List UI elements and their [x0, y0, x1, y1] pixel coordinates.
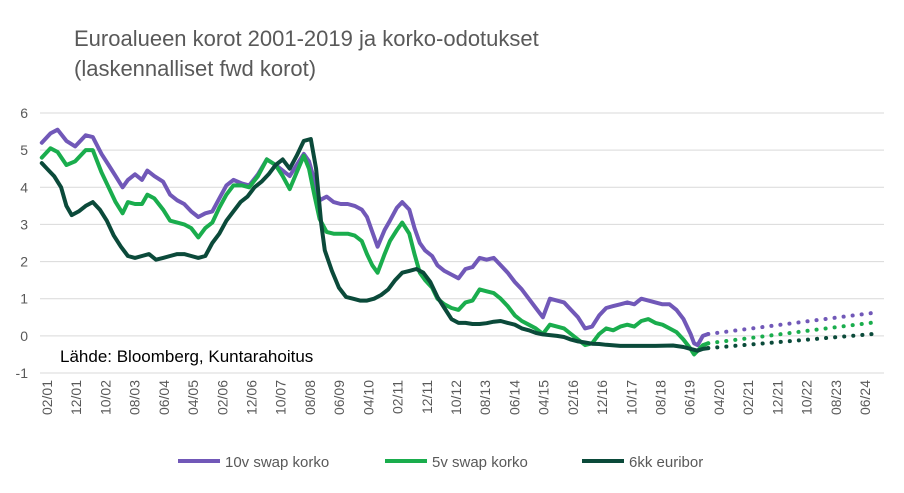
x-tick-label: 06/09: [331, 380, 347, 415]
x-tick-label: 02/01: [39, 380, 55, 415]
x-tick-label: 04/15: [536, 380, 552, 415]
x-tick-label: 10/12: [448, 380, 464, 415]
y-tick-label: 2: [20, 254, 28, 270]
chart-title: Euroalueen korot 2001-2019 ja korko-odot…: [74, 26, 539, 81]
x-tick-label: 12/01: [68, 380, 84, 415]
x-tick-label: 04/05: [185, 380, 201, 415]
series-line-1: [39, 146, 711, 357]
x-axis-ticks: 02/01 12/01 10/02 08/03 06/04 04/05 02/06 12/06…: [39, 380, 873, 415]
x-tick-label: 02/16: [565, 380, 581, 415]
x-tick-label: 06/14: [506, 380, 522, 415]
x-tick-label: 08/18: [653, 380, 669, 415]
x-tick-label: 06/24: [857, 380, 873, 415]
x-tick-label: 06/19: [682, 380, 698, 415]
x-tick-label: 08/03: [127, 380, 143, 415]
legend-label-2: 6kk euribor: [629, 454, 703, 471]
forecast-line-1: [706, 320, 876, 346]
x-tick-label: 12/16: [594, 380, 610, 415]
x-tick-label: 02/21: [740, 380, 756, 415]
x-tick-label: 10/07: [273, 380, 289, 415]
y-tick-label: 1: [20, 291, 28, 307]
x-tick-label: 12/11: [419, 380, 435, 414]
x-tick-label: 12/21: [769, 380, 785, 415]
y-tick-label: -1: [16, 365, 29, 381]
x-tick-label: 12/06: [244, 380, 260, 415]
source-note: Lähde: Bloomberg, Kuntarahoitus: [60, 347, 313, 366]
x-tick-label: 02/11: [390, 380, 406, 414]
y-tick-label: 4: [20, 179, 28, 195]
series-line-0: [39, 127, 711, 348]
forecast-line-2: [706, 332, 876, 351]
y-tick-label: 5: [20, 142, 28, 158]
legend: 10v swap korko 5v swap korko 6kk euribor: [178, 454, 703, 471]
legend-label-1: 5v swap korko: [432, 454, 528, 471]
x-tick-label: 06/04: [156, 380, 172, 415]
x-tick-label: 02/06: [214, 380, 230, 415]
gridlines: [40, 112, 884, 374]
y-axis-ticks: 6 5 4 3 2 1 0 -1: [16, 105, 29, 381]
legend-label-0: 10v swap korko: [225, 454, 329, 471]
series-line-2: [39, 137, 711, 353]
x-tick-label: 10/02: [97, 380, 113, 415]
x-tick-label: 10/22: [799, 380, 815, 415]
y-tick-label: 3: [20, 216, 28, 232]
x-tick-label: 10/17: [623, 380, 639, 415]
forecast-line-0: [706, 310, 876, 336]
y-tick-label: 0: [20, 328, 28, 344]
x-tick-label: 08/23: [828, 380, 844, 415]
x-tick-label: 08/08: [302, 380, 318, 415]
series-lines: [39, 127, 711, 357]
x-tick-label: 08/13: [477, 380, 493, 415]
y-tick-label: 6: [20, 105, 28, 121]
x-tick-label: 04/20: [711, 380, 727, 415]
forecast-lines: [706, 310, 876, 351]
x-tick-label: 04/10: [360, 380, 376, 415]
